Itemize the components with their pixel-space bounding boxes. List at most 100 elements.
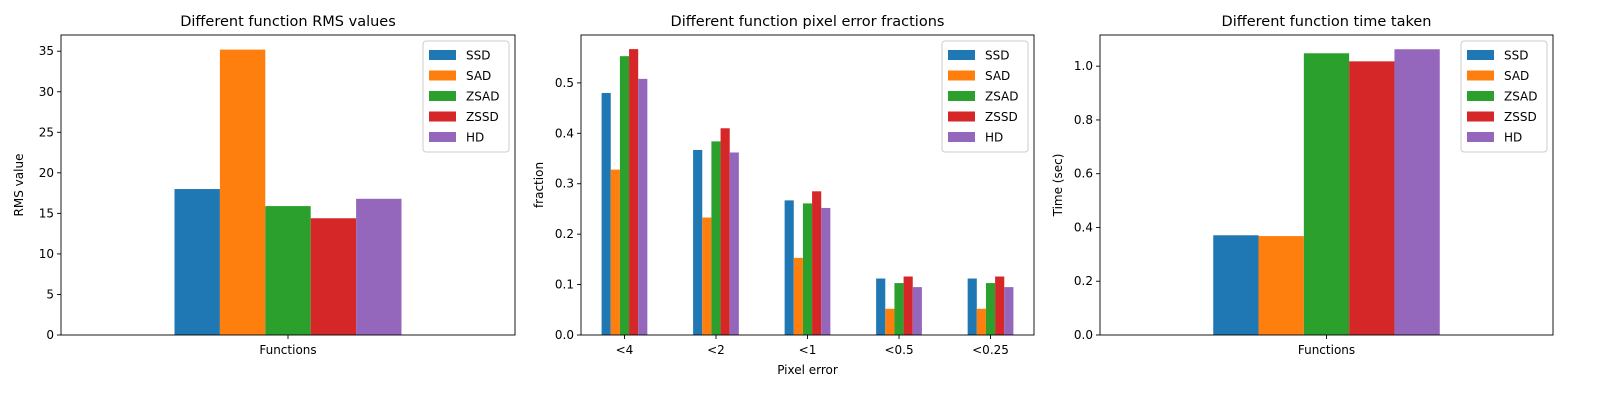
bar-sad-5 <box>976 308 986 335</box>
legend-swatch-hd <box>948 132 975 142</box>
legend-box <box>422 40 510 153</box>
bar-ssd-4 <box>876 278 886 335</box>
bar-zssd-2 <box>720 128 730 335</box>
y-tick-label: 0.1 <box>555 278 574 292</box>
legend-swatch-zssd <box>1467 111 1494 122</box>
legend-label-zssd: ZSSD <box>1504 110 1537 124</box>
legend-swatch-ssd <box>948 50 975 60</box>
x-tick-label: <0.5 <box>884 343 913 357</box>
legend-label-ssd: SSD <box>466 49 490 63</box>
legend-label-hd: HD <box>466 131 484 145</box>
chart-panel-1: 0 5 10 15 20 25 30 35 Functions Different functio… <box>12 14 516 357</box>
y-tick-label: 0.2 <box>555 227 574 241</box>
x-axis-label: Pixel error <box>777 363 838 377</box>
y-tick-label: 20 <box>39 166 54 180</box>
legend-box <box>941 40 1029 153</box>
y-tick-label: 0.2 <box>1074 274 1093 288</box>
y-axis-label: Time (sec) <box>1051 154 1065 218</box>
bar-hd-1 <box>638 78 648 336</box>
bar-zssd-4 <box>903 276 913 335</box>
legend-swatch-sad <box>948 70 975 81</box>
y-tick-label: 10 <box>39 247 54 261</box>
bar-zsad-1 <box>619 56 630 335</box>
legend-label-ssd: SSD <box>1504 49 1528 63</box>
chart-title: Different function time taken <box>1222 14 1432 30</box>
y-tick-label: 0.3 <box>555 177 574 191</box>
legend-swatch-zsad <box>948 91 975 101</box>
y-tick-label: 0.5 <box>555 76 574 90</box>
x-tick-label: Functions <box>1298 343 1355 357</box>
chart-panel-2: 0.0 0.1 0.2 0.3 0.4 0.5 <4 <2 <1 <0.5 <0.25 Differe… <box>532 14 1035 377</box>
x-tick-label: <2 <box>707 343 725 357</box>
legend-box <box>1460 40 1548 153</box>
legend: SSD SAD ZSAD ZSSD HD <box>941 40 1029 153</box>
chart-panel-3: 0.0 0.2 0.4 0.6 0.8 1.0 Functions Different fun… <box>1051 14 1554 357</box>
y-axis-label: RMS value <box>12 154 26 217</box>
bar-zssd-1 <box>629 49 639 335</box>
legend-swatch-zsad <box>429 91 456 101</box>
chart-title: Different function RMS values <box>180 14 396 30</box>
x-tick-label: <1 <box>799 343 817 357</box>
y-tick-label: 30 <box>39 85 54 99</box>
bar-zsad-3 <box>802 203 813 335</box>
y-tick-label: 15 <box>39 206 54 220</box>
legend-swatch-ssd <box>429 50 456 60</box>
legend-label-zsad: ZSAD <box>1504 90 1538 104</box>
y-tick-label: 25 <box>39 125 54 139</box>
y-tick-label: 35 <box>39 44 54 58</box>
bar-sad-1 <box>610 169 620 335</box>
bar-zsad-4 <box>894 283 904 335</box>
bar-zssd-5 <box>995 276 1005 335</box>
bar-sad-2 <box>702 217 712 335</box>
legend-label-sad: SAD <box>985 69 1010 83</box>
y-tick-label: 5 <box>46 287 54 301</box>
bar-hd-5 <box>1004 287 1014 335</box>
y-tick-label: 0.8 <box>1074 113 1093 127</box>
legend-swatch-zssd <box>429 111 456 122</box>
legend-swatch-sad <box>429 70 456 81</box>
legend-label-zssd: ZSSD <box>466 110 499 124</box>
y-tick-label: 1.0 <box>1074 59 1093 73</box>
legend-label-ssd: SSD <box>985 49 1009 63</box>
legend-label-sad: SAD <box>466 69 491 83</box>
legend-swatch-zsad <box>1467 91 1494 101</box>
bar-sad-1 <box>1258 236 1304 335</box>
bar-hd-2 <box>729 152 739 335</box>
legend-label-hd: HD <box>985 131 1003 145</box>
legend-swatch-hd <box>429 132 456 142</box>
y-tick-label: 0.6 <box>1074 167 1093 181</box>
bar-ssd-1 <box>1213 235 1259 335</box>
y-tick-label: 0.4 <box>1074 220 1093 234</box>
bar-hd-3 <box>821 207 831 335</box>
bar-sad-4 <box>885 308 895 335</box>
bar-ssd-1 <box>174 189 220 335</box>
chart-title: Different function pixel error fractions <box>671 14 945 30</box>
bar-ssd-3 <box>784 200 794 335</box>
bar-zsad-1 <box>1303 53 1350 335</box>
x-tick-label: <0.25 <box>972 343 1009 357</box>
bar-hd-4 <box>912 287 922 335</box>
bar-zssd-3 <box>812 191 822 335</box>
legend-swatch-sad <box>1467 70 1494 81</box>
y-tick-label: 0 <box>46 328 54 342</box>
legend-label-sad: SAD <box>1504 69 1529 83</box>
legend-swatch-ssd <box>1467 50 1494 60</box>
legend-label-zsad: ZSAD <box>985 90 1019 104</box>
bar-zsad-1 <box>265 206 311 335</box>
legend-label-zssd: ZSSD <box>985 110 1018 124</box>
bar-hd-1 <box>356 198 402 335</box>
bar-ssd-1 <box>601 92 611 336</box>
y-tick-label: 0.4 <box>555 126 574 140</box>
y-tick-label: 0.0 <box>1074 328 1093 342</box>
x-tick-label: <4 <box>616 343 634 357</box>
y-tick-label: 0.0 <box>555 328 574 342</box>
bar-zsad-2 <box>711 141 721 335</box>
legend-label-zsad: ZSAD <box>466 90 500 104</box>
x-tick-label: Functions <box>259 343 316 357</box>
bar-zssd-1 <box>310 218 357 335</box>
bar-sad-1 <box>219 49 266 335</box>
bar-ssd-5 <box>967 278 977 335</box>
legend: SSD SAD ZSAD ZSSD HD <box>1460 40 1548 153</box>
bar-hd-1 <box>1394 49 1440 335</box>
